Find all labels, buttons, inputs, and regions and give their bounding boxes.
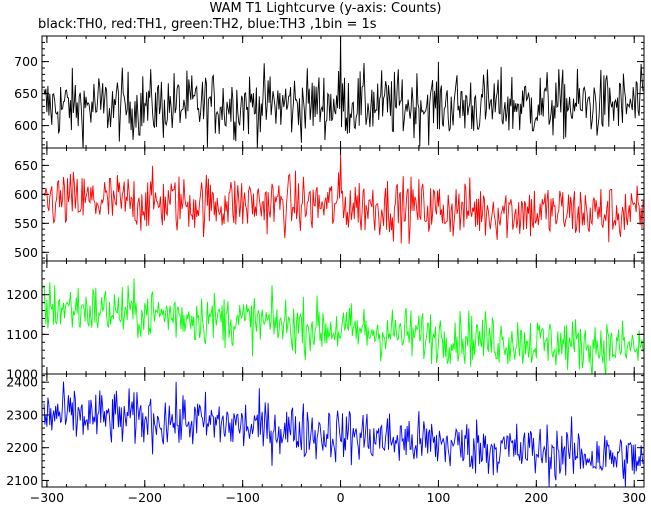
y-tick-label: 1200: [6, 287, 38, 302]
panel-frame-th3: [41, 373, 645, 488]
y-tick-label: 2100: [6, 473, 38, 488]
y-tick-label: 2200: [6, 440, 38, 455]
chart-title: WAM T1 Lightcurve (y-axis: Counts): [209, 1, 442, 16]
y-tick-label: 600: [14, 187, 38, 202]
series-line-th3: [43, 381, 644, 487]
y-tick-label: 650: [14, 158, 38, 173]
x-tick-label: 100: [427, 490, 451, 505]
x-tick-label: −100: [225, 490, 259, 505]
chart-subtitle: black:TH0, red:TH1, green:TH2, blue:TH3 …: [38, 17, 377, 32]
y-tick-label: 550: [14, 216, 38, 231]
y-tick-label: 2300: [6, 407, 38, 422]
x-tick-label: 0: [337, 490, 345, 505]
x-tick-label: 300: [622, 490, 646, 505]
x-tick-label: 200: [524, 490, 548, 505]
series-line-th1: [43, 154, 644, 245]
y-tick-label: 1100: [6, 327, 38, 342]
y-tick-label: 1000: [6, 367, 38, 382]
y-tick-label: 650: [14, 86, 38, 101]
y-tick-label: 500: [14, 245, 38, 260]
x-tick-label: −300: [30, 490, 64, 505]
x-tick-label: −200: [128, 490, 162, 505]
series-line-th2: [43, 278, 644, 374]
series-line-th0: [43, 36, 644, 148]
y-tick-label: 600: [14, 118, 38, 133]
y-tick-label: 2400: [6, 375, 38, 390]
y-tick-label: 700: [14, 54, 38, 69]
